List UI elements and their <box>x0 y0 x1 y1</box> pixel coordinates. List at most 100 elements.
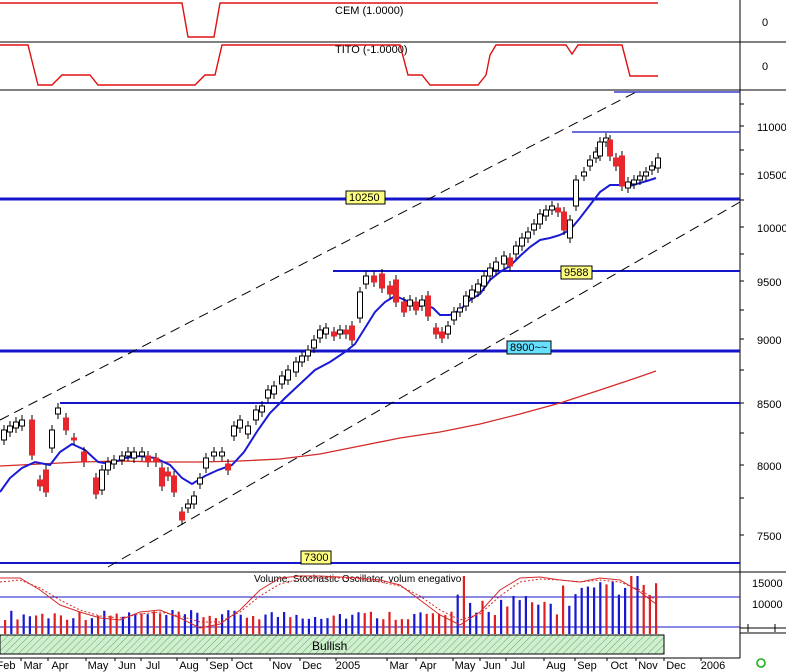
volume-bar <box>177 611 180 634</box>
candle-up <box>19 419 25 427</box>
volume-bar <box>72 618 75 634</box>
volume-bar <box>599 582 602 634</box>
candle-down <box>439 331 445 339</box>
candle-down <box>425 295 431 317</box>
candle-down <box>71 437 77 441</box>
x-axis-label: Apr <box>51 660 68 672</box>
candle-up <box>219 451 225 457</box>
volume-bar <box>295 614 298 634</box>
candle-up <box>501 255 507 265</box>
volume-bar <box>159 613 162 634</box>
volume-bar <box>562 585 565 634</box>
candle-up <box>7 425 13 433</box>
volume-bar <box>332 615 335 634</box>
candle-up <box>119 455 125 461</box>
candle-down <box>29 419 35 456</box>
volume-bar <box>171 610 174 634</box>
volume-bar <box>388 611 391 634</box>
candle-up <box>357 291 363 319</box>
cem-label: CEM (1.0000) <box>335 5 403 17</box>
candle-up <box>1 429 7 441</box>
candle-down <box>507 257 513 267</box>
trend-channel <box>0 89 741 568</box>
candle-up <box>637 175 643 181</box>
volume-bar <box>431 613 434 634</box>
candle-up <box>245 425 251 435</box>
candle-up <box>231 425 237 437</box>
candle-up <box>525 231 531 239</box>
volume-bar <box>59 615 62 634</box>
volume-bar <box>121 616 124 634</box>
candle-up <box>197 477 203 485</box>
volume-bar <box>605 584 608 634</box>
candle-up <box>581 171 587 177</box>
candle-up <box>211 451 217 457</box>
candle-down <box>43 469 49 493</box>
candle-up <box>493 261 499 271</box>
x-axis-label: Mar <box>24 660 43 672</box>
volume-bar <box>146 614 149 634</box>
x-axis-label: Jul <box>511 660 525 672</box>
candle-up <box>285 369 291 381</box>
candle-up <box>279 375 285 385</box>
volume-bar <box>574 594 577 634</box>
volume-bar <box>611 581 614 634</box>
candle-down <box>171 475 177 493</box>
candle-up <box>99 469 105 491</box>
volume-bar <box>78 611 81 634</box>
volume-bar <box>351 614 354 634</box>
volume-bar <box>444 615 447 634</box>
stochastic-d-line <box>0 577 657 623</box>
candle-down <box>63 417 69 431</box>
candle-down <box>179 511 185 521</box>
candle-up <box>519 237 525 247</box>
y-tick-label: 10000 <box>757 223 786 235</box>
tito-label: TITO (-1.0000) <box>335 44 408 56</box>
candle-up <box>305 349 311 357</box>
x-axis-label: Sep <box>209 660 229 672</box>
volume-bar <box>568 605 571 634</box>
volume-bar <box>438 613 441 634</box>
x-axis-label: 2006 <box>701 660 725 672</box>
candle-up <box>185 503 191 509</box>
x-axis-label: Feb <box>0 660 15 672</box>
volume-bar <box>617 594 620 634</box>
candle-up <box>631 179 637 185</box>
volume-bar <box>289 617 292 634</box>
candle-up <box>191 495 197 505</box>
y-tick-label: 8000 <box>757 461 781 473</box>
candle-down <box>379 273 385 289</box>
volume-bar <box>252 615 255 634</box>
volume-bar <box>97 615 100 634</box>
candle-up <box>451 311 457 321</box>
volume-bar <box>624 587 627 634</box>
long-moving-average <box>0 370 657 467</box>
volume-bar <box>53 613 56 634</box>
candle-up <box>513 245 519 255</box>
candle-up <box>573 179 579 207</box>
candle-up <box>445 325 451 335</box>
x-axis-label: Mar <box>390 660 409 672</box>
volume-bar <box>196 612 199 634</box>
candle-up <box>597 141 603 157</box>
candle-down <box>371 275 377 283</box>
candle-up <box>111 459 117 465</box>
candle-down <box>331 331 337 337</box>
candle-down <box>153 457 159 463</box>
candle-up <box>625 181 631 189</box>
volume-bar <box>400 619 403 634</box>
tito-axis-label: 0 <box>762 61 768 73</box>
volume-bar <box>580 587 583 634</box>
volume-bar <box>537 604 540 634</box>
x-axis-label: Nov <box>272 660 292 672</box>
volume-bar <box>239 614 242 634</box>
candle-down <box>401 301 407 313</box>
volume-bar <box>630 576 633 634</box>
refresh-icon[interactable] <box>756 658 766 668</box>
candle-down <box>433 327 439 335</box>
volume-bar <box>84 619 87 634</box>
upper-trendline <box>0 89 641 421</box>
volume-bar <box>233 610 236 634</box>
volume-bar <box>109 615 112 634</box>
volume-panel: Volume, Stochastic Oscillator, volum ene… <box>0 574 783 634</box>
